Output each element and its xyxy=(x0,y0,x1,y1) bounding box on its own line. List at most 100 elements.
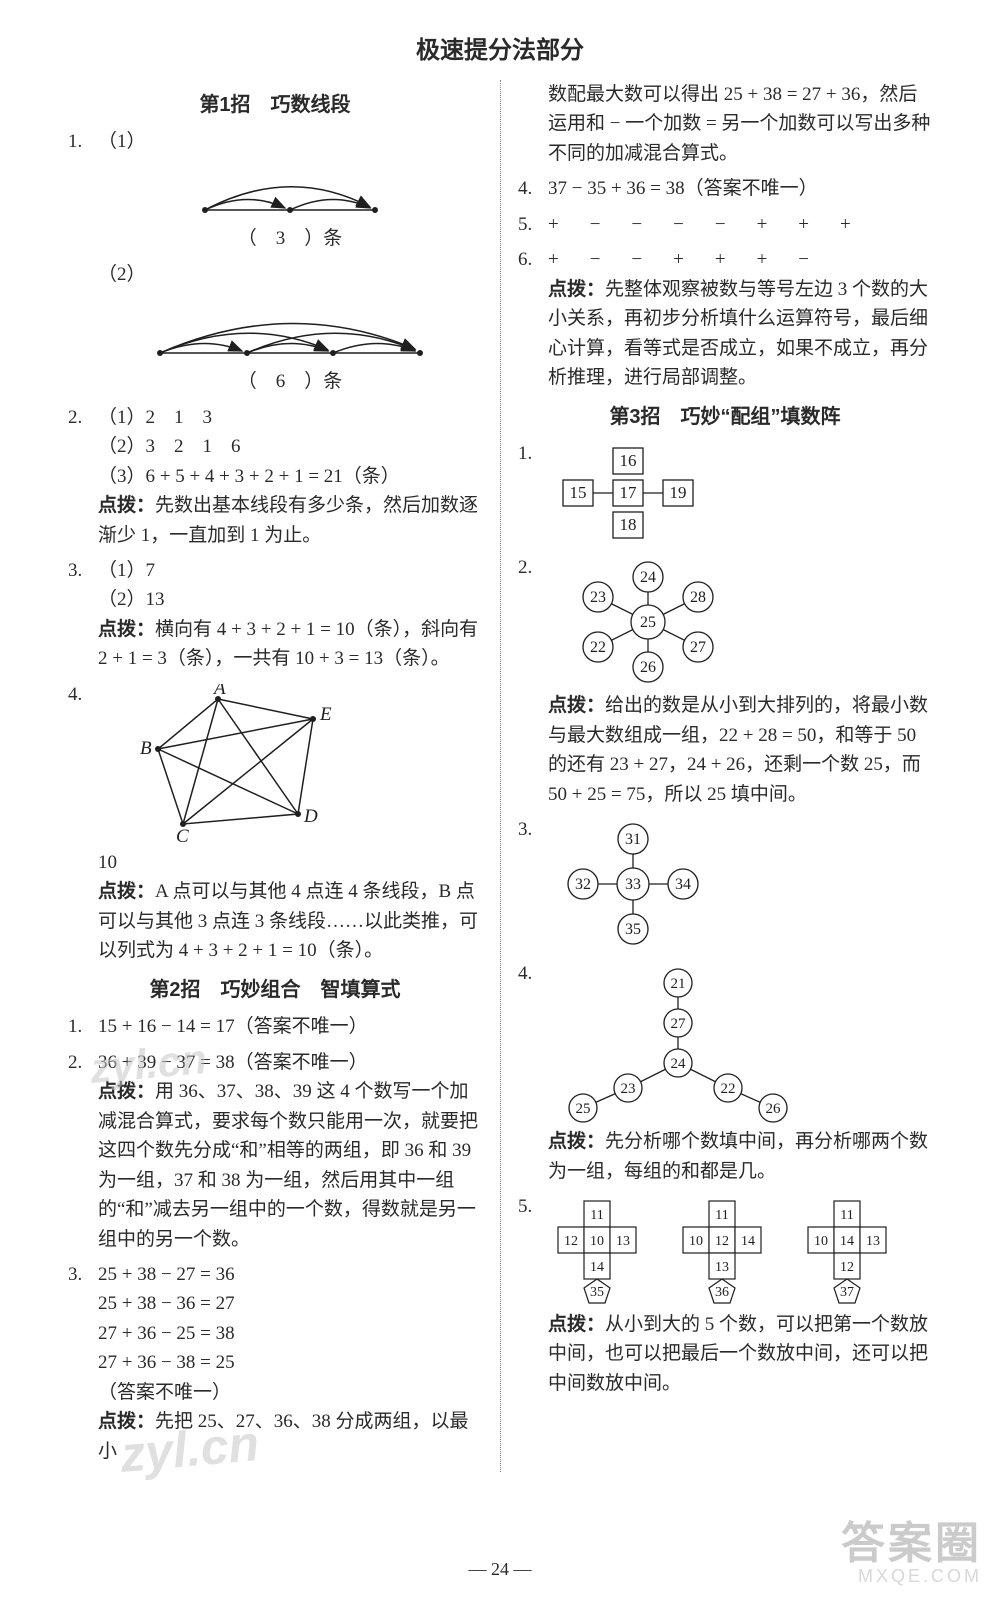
t2-q1-num: 1. xyxy=(68,1012,98,1041)
trick1-title: 第1招 巧数线段 xyxy=(68,88,482,117)
t3-q1-figure: 16 17 18 15 19 xyxy=(548,443,708,543)
svg-text:12: 12 xyxy=(840,1260,854,1275)
q2-o3: 26 xyxy=(640,659,656,676)
q1: 1. （1） （ 3 ）条 （2） xyxy=(68,127,482,397)
svg-text:13: 13 xyxy=(616,1234,630,1249)
t3-q1: 1. 16 17 18 15 19 xyxy=(518,439,932,547)
q2-o5: 23 xyxy=(590,589,606,606)
svg-text:36: 36 xyxy=(715,1285,729,1300)
q2: 2. （1）2 1 3 （2）3 2 1 6 （3）6 + 5 + 4 + 3 … xyxy=(68,403,482,550)
right-column: 数配最大数可以得出 25 + 38 = 27 + 36，然后运用和 − 一个加数… xyxy=(500,80,950,1472)
pent-E: E xyxy=(319,704,332,725)
t3-q2: 2. 25 24 28 xyxy=(518,553,932,809)
t3-q4-num: 4. xyxy=(518,959,548,1186)
q2-tip-label: 点拨： xyxy=(98,495,155,516)
columns-container: 第1招 巧数线段 1. （1） （ 3 ）条 （2） xyxy=(50,80,950,1472)
q4-r1: 26 xyxy=(766,1101,782,1117)
t2-q3-l1: 25 + 38 − 27 = 36 xyxy=(98,1260,482,1289)
q1c-left: 15 xyxy=(570,483,587,502)
q3-tip-text: 横向有 4 + 3 + 2 + 1 = 10（条），斜向有 2 + 1 = 3（… xyxy=(98,619,478,669)
t3-q3: 3. 31 33 35 32 34 xyxy=(518,815,932,953)
q2-3: （3）6 + 5 + 4 + 3 + 2 + 1 = 21（条） xyxy=(98,462,482,491)
t2-q2-text: 36 + 39 − 37 = 38（答案不唯一） xyxy=(98,1048,482,1077)
q1-num: 1. xyxy=(68,127,98,397)
t2-q3-l2: 25 + 38 − 36 = 27 xyxy=(98,1289,482,1318)
q2-tip: 点拨：先数出基本线段有多少条，然后加数逐渐少 1，一直加到 1 为止。 xyxy=(98,491,482,550)
q3c-bottom: 35 xyxy=(625,921,641,938)
q3-1: （1）7 xyxy=(98,556,482,585)
t2-q2-tip-text: 用 36、37、38、39 这 4 个数写一个加减混合算式，要求每个数只能用一次… xyxy=(98,1081,478,1249)
trick3-title: 第3招 巧妙“配组”填数阵 xyxy=(518,400,932,429)
t3-q4-tip-label: 点拨： xyxy=(548,1131,605,1152)
r4: 4. 37 − 35 + 36 = 38（答案不唯一） xyxy=(518,174,932,203)
q3-num: 3. xyxy=(68,556,98,674)
t2-q3-l3: 27 + 36 − 25 = 38 xyxy=(98,1319,482,1348)
t3-q5-tip: 点拨：从小到大的 5 个数，可以把第一个数放中间，也可以把最后一个数放中间，还可… xyxy=(548,1310,932,1398)
svg-text:35: 35 xyxy=(590,1285,604,1300)
pent-D: D xyxy=(303,806,318,827)
q4-r0: 22 xyxy=(721,1081,736,1097)
svg-text:13: 13 xyxy=(715,1260,729,1275)
q4-tip-label: 点拨： xyxy=(98,881,155,902)
q4-ans: 10 xyxy=(98,848,482,877)
t3-q3-figure: 31 33 35 32 34 xyxy=(548,819,718,949)
q1-1-figure xyxy=(175,160,405,220)
q1c-bottom: 18 xyxy=(620,515,637,534)
page-title: 极速提分法部分 xyxy=(50,30,950,65)
t2-q2: 2. 36 + 39 − 37 = 38（答案不唯一） 点拨：用 36、37、3… xyxy=(68,1048,482,1254)
r5-ops: + − − − − + + + xyxy=(548,210,932,239)
q3-2: （2）13 xyxy=(98,585,482,614)
q4: 4. A E D C xyxy=(68,680,482,966)
svg-text:12: 12 xyxy=(715,1234,729,1249)
t3-q5-tip-label: 点拨： xyxy=(548,1314,605,1335)
q2-o1: 28 xyxy=(690,589,706,606)
footer-page-number: — 24 — xyxy=(0,1559,1000,1580)
r6-tip-text: 先整体观察被数与等号左边 3 个数的大小关系，再初步分析填什么运算符号，最后细心… xyxy=(548,279,928,388)
q1-2-caption: （ 6 ）条 xyxy=(98,367,482,396)
q3c-center: 33 xyxy=(625,876,641,893)
svg-text:11: 11 xyxy=(840,1208,853,1223)
r5-num: 5. xyxy=(518,210,548,239)
t3-q4: 4. 21 27 24 xyxy=(518,959,932,1186)
r4-text: 37 − 35 + 36 = 38（答案不唯一） xyxy=(548,174,932,203)
svg-text:12: 12 xyxy=(564,1234,578,1249)
t3-q4-figure: 21 27 24 23 25 22 26 xyxy=(548,963,808,1123)
q2-tip-text: 先数出基本线段有多少条，然后加数逐渐少 1，一直加到 1 为止。 xyxy=(98,495,478,545)
column-divider xyxy=(500,80,501,1472)
q4-tip: 点拨：A 点可以与其他 4 点连 4 条线段，B 点可以与其他 3 点连 3 条… xyxy=(98,877,482,965)
svg-text:10: 10 xyxy=(590,1234,604,1249)
t3-q5-tip-text: 从小到大的 5 个数，可以把第一个数放中间，也可以把最后一个数放中间，还可以把中… xyxy=(548,1314,928,1394)
t2-q3-tip: 点拨：先把 25、27、36、38 分成两组，以最小 xyxy=(98,1407,482,1466)
t3-q2-tip-text: 给出的数是从小到大排列的，将最小数与最大数组成一组，22 + 28 = 50，和… xyxy=(548,695,928,804)
t2-q3-tip-label: 点拨： xyxy=(98,1411,155,1432)
r6-tip-label: 点拨： xyxy=(548,279,605,300)
t2-q2-num: 2. xyxy=(68,1048,98,1254)
q2-1: （1）2 1 3 xyxy=(98,403,482,432)
q2-num: 2. xyxy=(68,403,98,550)
q3-tip-label: 点拨： xyxy=(98,619,155,640)
t2-q2-tip-label: 点拨： xyxy=(98,1081,155,1102)
t3-q5: 5. 111210131435111012141336111014131237 … xyxy=(518,1192,932,1398)
t3-q2-tip: 点拨：给出的数是从小到大排列的，将最小数与最大数组成一组，22 + 28 = 5… xyxy=(548,691,932,809)
pent-A: A xyxy=(212,684,226,699)
t2-q3-note: （答案不唯一） xyxy=(98,1378,482,1407)
t3-q2-tip-label: 点拨： xyxy=(548,695,605,716)
q2-2: （2）3 2 1 6 xyxy=(98,432,482,461)
q1-2-label: （2） xyxy=(98,260,482,289)
q2-o0: 24 xyxy=(640,569,656,586)
r6-ops: + − − + + + − xyxy=(548,245,932,274)
q4-l0: 23 xyxy=(621,1081,636,1097)
q4-tip-text: A 点可以与其他 4 点连 4 条线段，B 点可以与其他 3 点连 3 条线段…… xyxy=(98,881,478,961)
trick2-title: 第2招 巧妙组合 智填算式 xyxy=(68,973,482,1002)
q4-c0: 21 xyxy=(671,976,686,992)
svg-text:11: 11 xyxy=(715,1208,728,1223)
svg-text:14: 14 xyxy=(590,1260,604,1275)
svg-text:14: 14 xyxy=(840,1234,854,1249)
r6-tip: 点拨：先整体观察被数与等号左边 3 个数的大小关系，再初步分析填什么运算符号，最… xyxy=(548,275,932,393)
q1c-top: 16 xyxy=(620,451,637,470)
q4-c1: 27 xyxy=(671,1016,687,1032)
q3c-right: 34 xyxy=(675,876,691,893)
t2-q3-l4: 27 + 36 − 38 = 25 xyxy=(98,1348,482,1377)
q1-2-figure xyxy=(140,293,440,363)
t3-q4-tip: 点拨：先分析哪个数填中间，再分析哪两个数为一组，每组的和都是几。 xyxy=(548,1127,932,1186)
